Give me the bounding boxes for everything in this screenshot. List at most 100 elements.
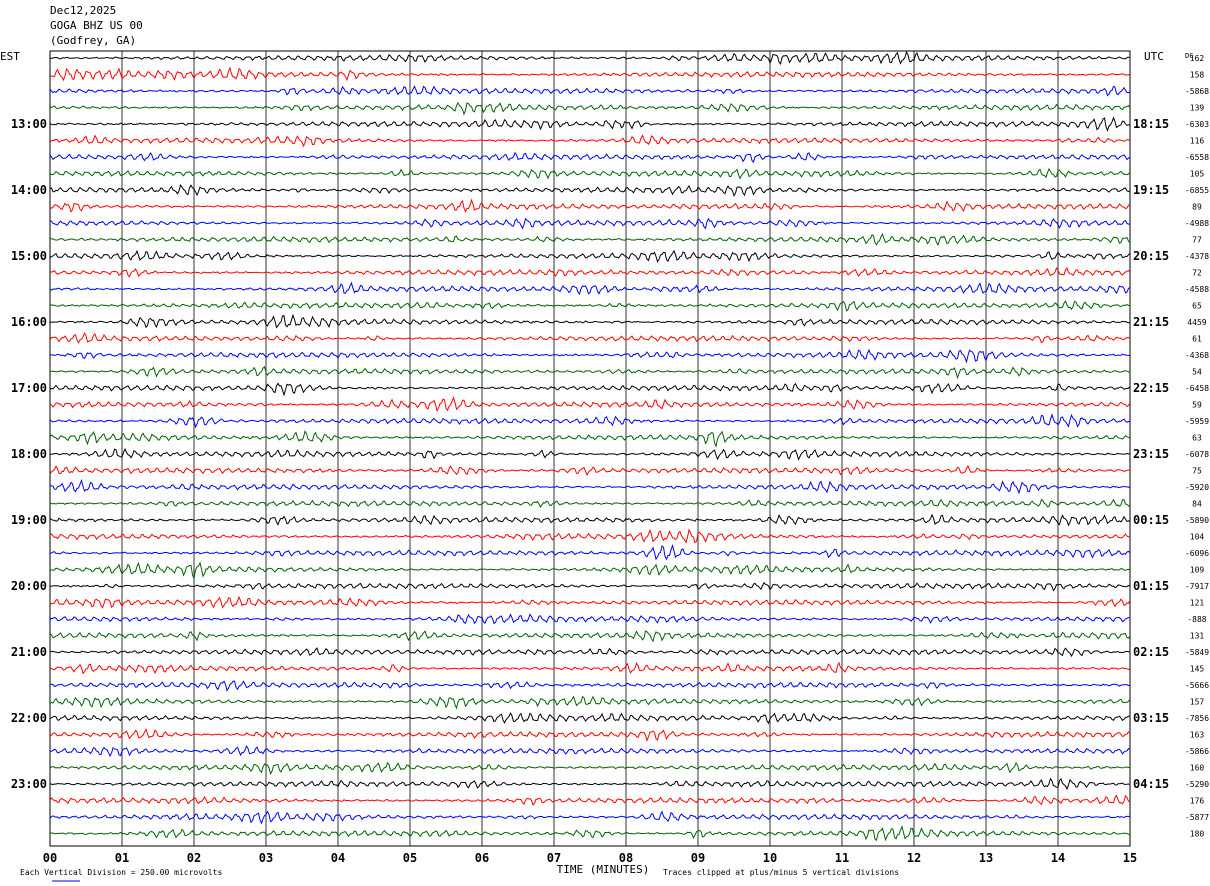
right-hour-label: 04:15: [1133, 777, 1169, 791]
dc-offset-label: 65: [1192, 302, 1202, 311]
left-timezone-label: EST: [0, 50, 20, 63]
dc-offset-label: 145: [1190, 665, 1205, 674]
trace-row: [49, 396, 1131, 413]
dc-offset-label: -6096: [1185, 549, 1209, 558]
trace-row: [49, 543, 1131, 561]
trace-row: [49, 447, 1131, 461]
dc-offset-label: 131: [1190, 632, 1205, 641]
dc-offset-label: -6458: [1185, 384, 1209, 393]
x-tick-label: 01: [115, 851, 129, 865]
dc-offset-label: -4368: [1185, 351, 1209, 360]
right-timezone-label: UTC: [1144, 50, 1164, 63]
x-tick-label: 11: [835, 851, 849, 865]
station-location: (Godfrey, GA): [50, 34, 137, 47]
dc-offset-label: 63: [1192, 434, 1202, 443]
trace-row: [49, 66, 1131, 82]
dc-offset-label: -4588: [1185, 285, 1209, 294]
trace-row: [49, 116, 1131, 132]
dc-offset-label: -6855: [1185, 186, 1209, 195]
trace-row: [49, 478, 1131, 495]
right-hour-label: 03:15: [1133, 711, 1169, 725]
plot-frame: [49, 50, 1131, 847]
x-tick-label: 03: [259, 851, 273, 865]
trace-row: [49, 365, 1131, 380]
right-hour-label: 01:15: [1133, 579, 1169, 593]
trace-row: [49, 825, 1131, 842]
dc-offset-label: -5877: [1185, 813, 1209, 822]
right-hour-label: 21:15: [1133, 315, 1169, 329]
left-hour-label: 14:00: [11, 183, 47, 197]
right-hour-label: 18:15: [1133, 117, 1169, 131]
x-tick-label: 12: [907, 851, 921, 865]
left-hour-label: 19:00: [11, 513, 47, 527]
x-tick-label: 15: [1123, 851, 1137, 865]
dc-offset-label: 4459: [1187, 318, 1206, 327]
dc-offset-label: -5868: [1185, 87, 1209, 96]
trace-row: [49, 348, 1131, 364]
dc-offset-label: 157: [1190, 698, 1205, 707]
dc-offset-label: 158: [1190, 71, 1205, 80]
trace-row: [49, 151, 1131, 164]
left-hour-label: 17:00: [11, 381, 47, 395]
dc-offset-label: 116: [1190, 137, 1205, 146]
trace-row: [49, 198, 1131, 213]
x-tick-label: 08: [619, 851, 633, 865]
right-hour-label: 23:15: [1133, 447, 1169, 461]
dc-offset-label: 105: [1190, 170, 1205, 179]
left-hour-label: 18:00: [11, 447, 47, 461]
trace-row: [49, 613, 1131, 625]
dc-offset-label: 84: [1192, 500, 1202, 509]
trace-row: [49, 695, 1131, 710]
dc-offset-label: -4378: [1185, 252, 1209, 261]
dc-offset-label: 104: [1190, 533, 1205, 542]
scale-note: Each Vertical Division = 250.00 microvol…: [20, 868, 222, 877]
x-tick-label: 00: [43, 851, 57, 865]
trace-row: [49, 528, 1131, 544]
dc-offset-label: 121: [1190, 599, 1205, 608]
trace-row: [49, 413, 1131, 429]
trace-row: [49, 680, 1131, 692]
trace-row: [49, 332, 1131, 344]
left-hour-label: 22:00: [11, 711, 47, 725]
trace-row: [49, 464, 1131, 476]
dc-offset-label: 61: [1192, 335, 1202, 344]
trace-row: [49, 249, 1131, 263]
left-hour-label: 16:00: [11, 315, 47, 329]
trace-row: [49, 217, 1131, 230]
right-hour-label: 20:15: [1133, 249, 1169, 263]
dc-offset-label: 162: [1190, 54, 1205, 63]
dc-offset-label: 75: [1192, 467, 1202, 476]
x-tick-label: 02: [187, 851, 201, 865]
dc-offset-label: -5959: [1185, 417, 1209, 426]
dc-offset-label: -5866: [1185, 747, 1209, 756]
right-hour-label: 02:15: [1133, 645, 1169, 659]
dc-offset-label: 54: [1192, 368, 1202, 377]
left-hour-label: 15:00: [11, 249, 47, 263]
x-tick-label: 14: [1051, 851, 1065, 865]
dc-offset-label: 89: [1192, 203, 1202, 212]
seismic-traces: [49, 50, 1131, 842]
dc-offset-label: 77: [1192, 236, 1202, 245]
trace-row: [49, 498, 1131, 508]
clip-note: Traces clipped at plus/minus 5 vertical …: [663, 868, 899, 877]
trace-row: [49, 85, 1131, 97]
trace-row: [49, 777, 1131, 791]
trace-row: [49, 300, 1131, 312]
trace-row: [49, 134, 1131, 148]
axis-labels: 162 158 -5868 139 -6303 116 -6558 105 -6855 89 -49…: [0, 50, 1209, 882]
trace-row: [49, 184, 1131, 197]
dc-offset-label: 59: [1192, 401, 1202, 410]
right-hour-label: 19:15: [1133, 183, 1169, 197]
dc-offset-label: -6558: [1185, 153, 1209, 162]
dc-offset-label: -6078: [1185, 450, 1209, 459]
dc-offset-label: 109: [1190, 566, 1205, 575]
trace-row: [49, 630, 1131, 643]
left-hour-label: 21:00: [11, 645, 47, 659]
x-tick-label: 04: [331, 851, 345, 865]
dc-offset-label: -5890: [1185, 516, 1209, 525]
x-tick-label: 05: [403, 851, 417, 865]
dc-offset-label: -6303: [1185, 120, 1209, 129]
trace-row: [49, 581, 1131, 592]
left-hour-label: 20:00: [11, 579, 47, 593]
